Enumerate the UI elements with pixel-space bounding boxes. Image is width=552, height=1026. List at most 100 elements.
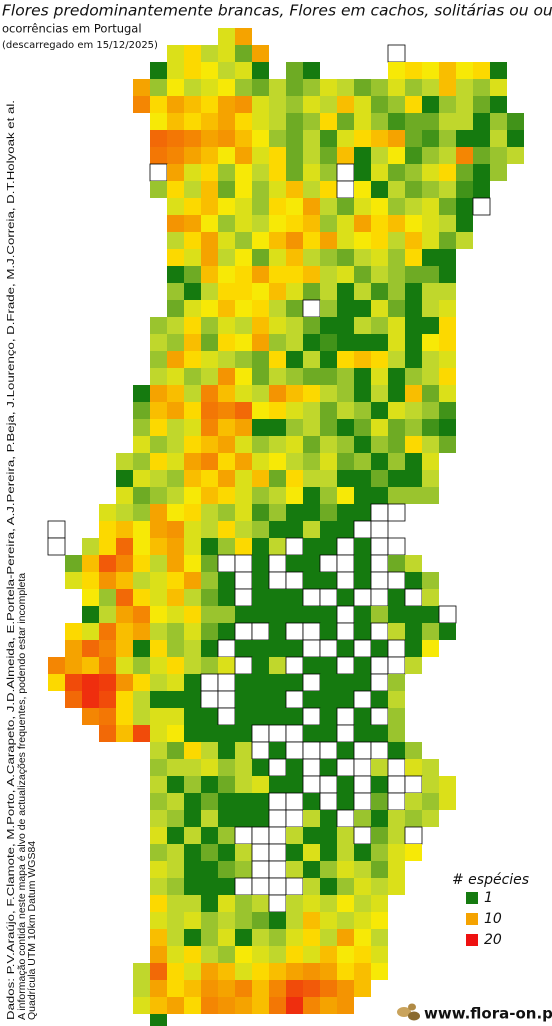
- grid-cell: [337, 929, 354, 946]
- grid-cell: [303, 810, 320, 827]
- grid-cell: [422, 759, 439, 776]
- grid-cell: [218, 742, 235, 759]
- grid-cell: [371, 827, 388, 844]
- grid-cell: [201, 402, 218, 419]
- grid-cell: [507, 113, 524, 130]
- grid-cell: [337, 198, 354, 215]
- grid-cell: [269, 470, 286, 487]
- grid-cell: [286, 504, 303, 521]
- grid-cell: [439, 334, 456, 351]
- grid-cell: [303, 96, 320, 113]
- grid-cell: [218, 827, 235, 844]
- grid-cell: [269, 232, 286, 249]
- grid-cell: [337, 79, 354, 96]
- grid-cell: [303, 385, 320, 402]
- grid-cell: [184, 589, 201, 606]
- grid-cell: [150, 1014, 167, 1026]
- grid-cell: [150, 640, 167, 657]
- grid-cell: [184, 453, 201, 470]
- grid-cell: [269, 606, 286, 623]
- grid-cell: [82, 589, 99, 606]
- grid-cell: [82, 538, 99, 555]
- grid-cell: [286, 844, 303, 861]
- grid-cell: [167, 606, 184, 623]
- grid-cell: [422, 198, 439, 215]
- grid-cell: [286, 453, 303, 470]
- grid-cell: [320, 504, 337, 521]
- grid-cell: [133, 487, 150, 504]
- grid-cell: [337, 419, 354, 436]
- grid-cell: [99, 589, 116, 606]
- grid-cell: [354, 572, 371, 589]
- grid-cell: [320, 300, 337, 317]
- grid-cell: [235, 385, 252, 402]
- grid-cell: [371, 385, 388, 402]
- grid-cell: [320, 453, 337, 470]
- grid-cell: [269, 912, 286, 929]
- grid-cell: [201, 198, 218, 215]
- empty-cell: [370, 656, 389, 675]
- grid-cell: [320, 878, 337, 895]
- grid-cell: [184, 470, 201, 487]
- grid-cell: [150, 912, 167, 929]
- grid-cell: [320, 487, 337, 504]
- grid-cell: [252, 538, 269, 555]
- grid-cell: [116, 657, 133, 674]
- grid-cell: [201, 232, 218, 249]
- grid-cell: [286, 283, 303, 300]
- grid-cell: [473, 130, 490, 147]
- empty-cell: [302, 673, 321, 692]
- grid-cell: [269, 317, 286, 334]
- grid-cell: [201, 436, 218, 453]
- grid-cell: [99, 606, 116, 623]
- grid-cell: [354, 844, 371, 861]
- grid-cell: [201, 317, 218, 334]
- grid-cell: [167, 640, 184, 657]
- grid-cell: [303, 181, 320, 198]
- grid-cell: [252, 232, 269, 249]
- grid-cell: [371, 351, 388, 368]
- grid-cell: [371, 776, 388, 793]
- grid-cell: [218, 776, 235, 793]
- grid-cell: [286, 130, 303, 147]
- empty-cell: [285, 690, 304, 709]
- grid-cell: [167, 215, 184, 232]
- grid-cell: [82, 708, 99, 725]
- grid-cell: [218, 997, 235, 1014]
- grid-cell: [337, 317, 354, 334]
- grid-cell: [218, 147, 235, 164]
- footer-url: www.flora-on.pt: [424, 1005, 552, 1023]
- grid-cell: [201, 181, 218, 198]
- grid-cell: [150, 368, 167, 385]
- grid-cell: [337, 946, 354, 963]
- grid-cell: [320, 521, 337, 538]
- empty-cell: [353, 826, 372, 845]
- grid-cell: [201, 351, 218, 368]
- grid-cell: [439, 62, 456, 79]
- grid-cell: [218, 861, 235, 878]
- grid-cell: [303, 198, 320, 215]
- grid-cell: [235, 691, 252, 708]
- empty-cell: [217, 690, 236, 709]
- empty-cell: [47, 537, 66, 556]
- empty-cell: [268, 758, 287, 777]
- grid-cell: [337, 453, 354, 470]
- grid-cell: [388, 368, 405, 385]
- grid-cell: [303, 164, 320, 181]
- grid-cell: [235, 232, 252, 249]
- grid-cell: [167, 895, 184, 912]
- legend-swatch: [466, 892, 478, 904]
- grid-cell: [388, 470, 405, 487]
- grid-cell: [235, 62, 252, 79]
- grid-cell: [150, 79, 167, 96]
- grid-cell: [286, 266, 303, 283]
- grid-cell: [252, 130, 269, 147]
- grid-cell: [337, 997, 354, 1014]
- grid-cell: [337, 334, 354, 351]
- grid-cell: [337, 640, 354, 657]
- grid-cell: [320, 130, 337, 147]
- grid-cell: [116, 487, 133, 504]
- grid-cell: [303, 334, 320, 351]
- grid-cell: [422, 453, 439, 470]
- grid-cell: [167, 997, 184, 1014]
